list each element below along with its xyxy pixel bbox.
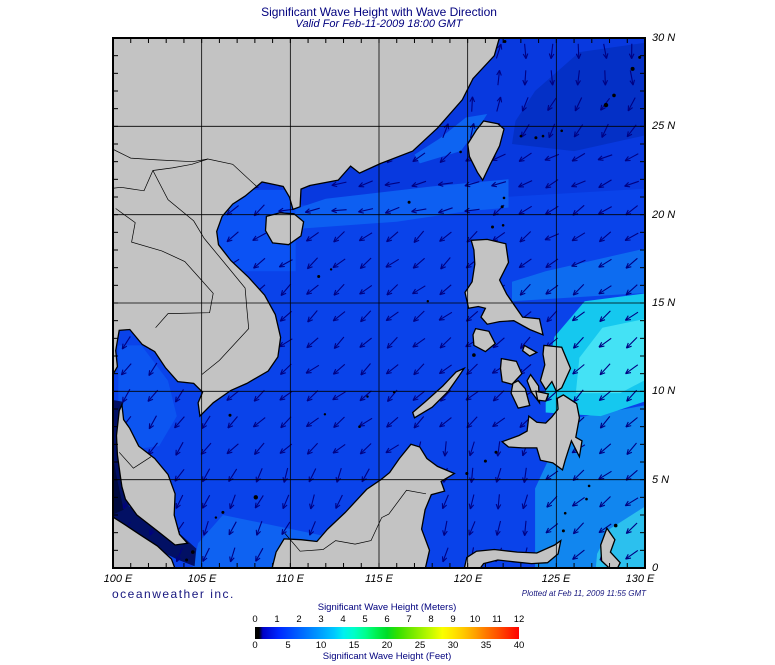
plotted-timestamp: Plotted at Feb 11, 2009 11:55 GMT [521,589,646,598]
lat-label-0: 0 [652,562,659,574]
lon-label-115e: 115 E [365,573,393,585]
lon-label-125e: 125 E [541,573,571,585]
meters-tick: 2 [296,614,302,625]
lat-label-30n: 30 N [652,32,676,44]
meters-tick: 8 [428,614,434,625]
feet-tick: 15 [348,640,360,651]
feet-tick: 40 [513,640,525,651]
lat-label-5n: 5 N [652,474,670,486]
meters-tick: 6 [384,614,390,625]
meters-tick: 12 [513,614,525,625]
feet-tick: 20 [381,640,393,651]
meters-tick: 11 [492,614,502,625]
meters-tick: 5 [362,614,368,625]
lat-label-15n: 15 N [652,297,676,309]
feet-tick: 25 [414,640,426,651]
valid-time-subtitle: Valid For Feb-11-2009 18:00 GMT [295,18,463,30]
page-title: Significant Wave Height with Wave Direct… [261,5,497,19]
meters-tick: 0 [252,614,258,625]
colorbar-meters-label: Significant Wave Height (Meters) [317,602,457,613]
meters-tick: 7 [406,614,412,625]
feet-tick: 0 [252,640,258,651]
feet-tick: 30 [447,640,459,651]
wave-height-colorbar [255,627,519,639]
lat-label-20n: 20 N [652,209,676,221]
meters-tick: 9 [450,614,456,625]
lat-label-10n: 10 N [652,385,676,397]
lon-label-120e: 120 E [453,573,483,585]
meters-tick: 10 [469,614,481,625]
colorbar-feet-label: Significant Wave Height (Feet) [322,651,452,662]
lon-label-130e: 130 E [625,573,655,585]
meters-tick: 1 [274,614,280,625]
oceanweather-logo: oceanweather inc. [112,587,235,601]
lon-label-110e: 110 E [276,573,304,585]
lon-label-100e: 100 E [103,573,133,585]
feet-tick: 10 [315,640,327,651]
feet-tick: 35 [480,640,492,651]
meters-tick: 3 [318,614,324,625]
feet-tick: 5 [285,640,291,651]
lon-label-105e: 105 E [187,573,217,585]
lat-label-25n: 25 N [652,120,676,132]
meters-tick: 4 [340,614,346,625]
